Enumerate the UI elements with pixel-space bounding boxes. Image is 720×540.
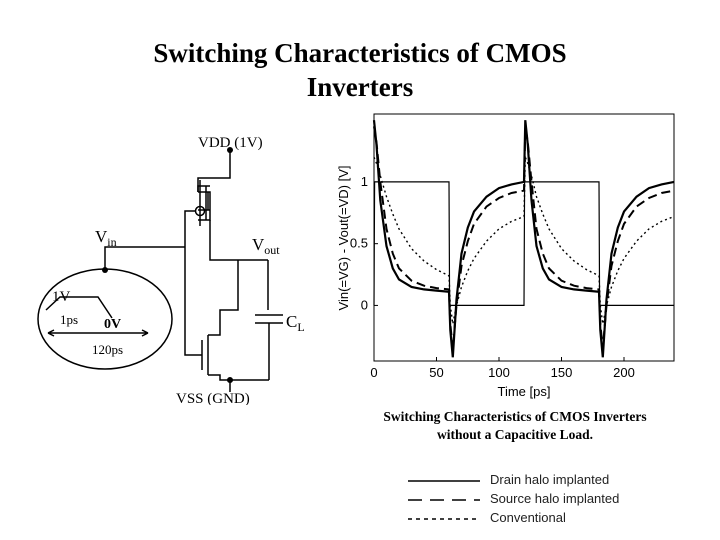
slide-title-line1: Switching Characteristics of CMOS xyxy=(153,38,567,68)
vss-node xyxy=(227,377,233,383)
series-line-solid xyxy=(372,120,675,358)
vout-label: Vout xyxy=(252,235,280,257)
period-arrow xyxy=(47,329,149,337)
x-tick-label: 0 xyxy=(370,365,377,380)
gate-wire xyxy=(104,210,202,356)
vout-label-main: V xyxy=(252,235,265,254)
vout-label-sub: out xyxy=(264,243,280,257)
caption-line2: without a Capacitive Load. xyxy=(436,427,593,442)
load-capacitor xyxy=(255,314,283,380)
input-pulse-waveform xyxy=(45,296,113,319)
y-axis-label-text: Vin(=VG) - Vout(=VD) [V] xyxy=(336,166,351,311)
series-line-dashed xyxy=(373,126,675,349)
chart-legend: Drain halo implanted Source halo implant… xyxy=(408,472,708,529)
slide-title: Switching Characteristics of CMOS Invert… xyxy=(0,36,720,104)
y-tick-label: 1 xyxy=(361,174,368,189)
output-wire xyxy=(209,220,269,310)
vin-node xyxy=(102,267,108,273)
pmos-gate-bubble xyxy=(194,205,206,217)
period-label: 120ps xyxy=(92,342,123,357)
pmos-transistor xyxy=(197,180,211,226)
x-tick-label: 200 xyxy=(613,365,635,380)
vin-label-sub: in xyxy=(107,235,116,249)
y-axis-label: Vin(=VG) - Vout(=VD) [V] xyxy=(336,166,351,311)
figure-caption: Switching Characteristics of CMOS Invert… xyxy=(340,408,690,444)
legend-label-source-halo: Source halo implanted xyxy=(490,491,620,506)
legend-swatch-dotted xyxy=(408,518,480,520)
x-axis-label: Time [ps] xyxy=(498,384,551,399)
cl-label: CL xyxy=(286,312,305,334)
vdd-node xyxy=(227,147,233,153)
vin-label: Vin xyxy=(95,227,117,249)
pulse-low-label: 0V xyxy=(104,317,121,332)
vdd-wire xyxy=(197,150,231,192)
pulse-high-label: 1V xyxy=(52,289,71,305)
x-tick-label: 50 xyxy=(429,365,443,380)
legend-item-source-halo: Source halo implanted xyxy=(408,491,708,510)
legend-swatch-solid xyxy=(408,480,480,482)
rise-time-label: 1ps xyxy=(60,312,78,327)
slide-title-line2: Inverters xyxy=(306,72,414,102)
vdd-label: VDD (1V) xyxy=(198,135,263,151)
y-tick-label: 0.5 xyxy=(350,236,368,251)
nmos-transistor xyxy=(201,280,239,381)
x-tick-label: 100 xyxy=(488,365,510,380)
cmos-inverter-schematic: VDD (1V) VSS (GND) Vin Vout CL 1V 0V 1ps… xyxy=(37,135,305,405)
cl-label-main: C xyxy=(286,312,297,331)
input-square-wave xyxy=(373,181,674,306)
y-tick-label: 0 xyxy=(361,297,368,312)
legend-swatch-dashed xyxy=(408,499,480,501)
vss-label: VSS (GND) xyxy=(176,391,250,405)
x-tick-label: 150 xyxy=(551,365,573,380)
cl-label-sub: L xyxy=(297,320,304,334)
legend-label-conventional: Conventional xyxy=(490,510,566,525)
caption-line1: Switching Characteristics of CMOS Invert… xyxy=(383,409,647,424)
vin-label-main: V xyxy=(95,227,108,246)
legend-item-conventional: Conventional xyxy=(408,510,708,529)
legend-item-drain-halo: Drain halo implanted xyxy=(408,472,708,491)
legend-label-drain-halo: Drain halo implanted xyxy=(490,472,610,487)
switching-waveform-chart: 0 50 100 150 200 0 0.5 1 Time [ps] Vin(=VG) - V… xyxy=(336,113,675,399)
